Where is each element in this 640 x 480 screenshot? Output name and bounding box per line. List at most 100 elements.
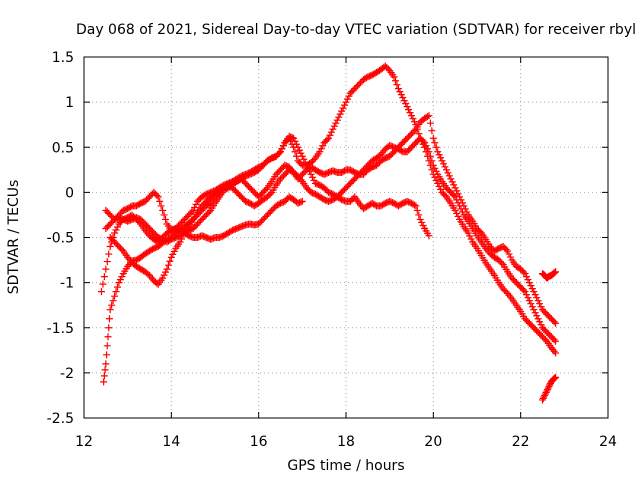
data-point (409, 115, 417, 123)
data-point (425, 148, 433, 156)
data-point (419, 137, 427, 145)
data-point (106, 306, 114, 314)
data-point (415, 130, 423, 138)
data-point (303, 161, 311, 169)
data-point (111, 229, 119, 237)
y-tick-label: -2.5 (47, 411, 74, 427)
data-point (166, 257, 174, 265)
data-point (162, 215, 170, 223)
data-point (103, 342, 111, 350)
y-axis-label: SDTVAR / TECUs (6, 180, 22, 295)
data-point (97, 288, 105, 296)
data-point (100, 378, 108, 386)
data-point (103, 258, 111, 266)
data-point (531, 309, 539, 317)
data-point (112, 226, 120, 234)
data-point (115, 279, 123, 287)
data-point (527, 300, 535, 308)
data-point (205, 208, 213, 216)
data-point (429, 134, 437, 142)
data-point (113, 223, 121, 231)
data-point (105, 324, 113, 332)
data-point (552, 373, 560, 381)
data-point (447, 175, 455, 183)
data-point (338, 107, 346, 115)
data-point (536, 318, 544, 326)
data-point (525, 279, 533, 287)
data-point (531, 291, 539, 299)
data-point (419, 221, 427, 229)
x-tick-label: 24 (599, 434, 617, 450)
y-tick-label: 1 (65, 95, 74, 111)
data-point (528, 303, 536, 311)
data-point (410, 201, 418, 209)
data-point (278, 145, 286, 153)
data-point (502, 246, 510, 254)
data-point (111, 292, 119, 300)
data-point (336, 110, 344, 118)
data-point (441, 191, 449, 199)
data-point (279, 142, 287, 150)
data-point (262, 185, 270, 193)
data-point (402, 100, 410, 108)
data-point (440, 160, 448, 168)
y-tick-label: 1.5 (52, 50, 74, 66)
data-point (156, 197, 164, 205)
data-point (552, 337, 560, 345)
data-point (191, 203, 199, 211)
data-point (504, 247, 512, 255)
data-point (410, 127, 418, 135)
data-point (424, 113, 432, 121)
data-point (393, 81, 401, 89)
data-point (176, 238, 184, 246)
data-point (109, 297, 117, 305)
data-point (118, 246, 126, 254)
data-point (293, 140, 301, 148)
data-point (290, 134, 298, 142)
x-tick-label: 22 (512, 434, 530, 450)
data-point (339, 104, 347, 112)
data-point (552, 268, 560, 276)
data-point (105, 250, 113, 258)
data-point (102, 265, 110, 273)
data-point (326, 131, 334, 139)
data-point (457, 205, 465, 213)
data-point (445, 172, 453, 180)
data-point (405, 106, 413, 114)
y-tick-label: 0.5 (52, 140, 74, 156)
data-point (534, 315, 542, 323)
y-tick-label: -1.5 (47, 321, 74, 337)
data-point (541, 391, 549, 399)
data-point (192, 200, 200, 208)
data-point (424, 145, 432, 153)
data-point (453, 196, 461, 204)
data-point (406, 109, 414, 117)
data-point (330, 122, 338, 130)
data-point (506, 253, 514, 261)
data-point (316, 148, 324, 156)
data-point (441, 163, 449, 171)
data-point (533, 294, 541, 302)
data-point (451, 193, 459, 201)
data-point (542, 388, 550, 396)
data-point (544, 384, 552, 392)
data-point (342, 98, 350, 106)
data-point (498, 259, 506, 267)
data-point (116, 276, 124, 284)
data-point (317, 145, 325, 153)
data-point (309, 173, 317, 181)
data-point (431, 139, 439, 147)
data-point (335, 113, 343, 121)
data-point (108, 238, 116, 246)
data-point (160, 271, 168, 279)
y-tick-label: -0.5 (47, 231, 74, 247)
data-point (297, 149, 305, 157)
data-point (157, 202, 165, 210)
data-point (425, 232, 433, 240)
data-point (428, 157, 436, 165)
data-point (450, 191, 458, 199)
data-point (108, 301, 116, 309)
data-point (396, 88, 404, 96)
data-point (102, 360, 110, 368)
